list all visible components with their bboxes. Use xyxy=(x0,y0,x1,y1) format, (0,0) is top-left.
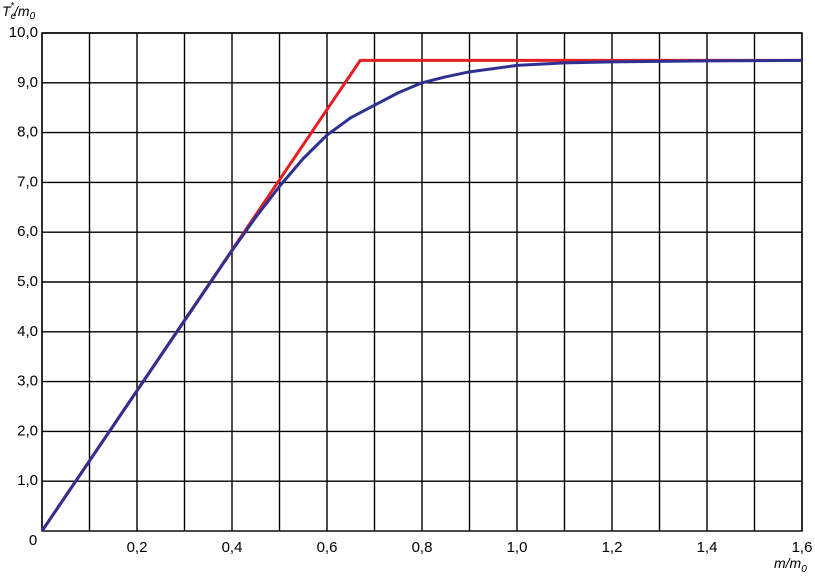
y-tick-label: 1,0 xyxy=(17,472,38,489)
y-tick-label: 5,0 xyxy=(17,273,38,290)
data-line xyxy=(40,58,803,532)
y-label-part: T xyxy=(2,3,12,19)
y-label-sub: e xyxy=(11,11,17,22)
x-tick-label: 0,8 xyxy=(412,539,433,556)
y-label-part: /m xyxy=(13,3,30,19)
y-tick-label: 4,0 xyxy=(17,323,38,340)
x-axis-label: m/m0 xyxy=(774,555,807,575)
y-tick-label: 7,0 xyxy=(17,173,38,190)
x-tick-label: 1,0 xyxy=(507,539,528,556)
y-axis-label: Te*/m0 xyxy=(2,1,36,22)
y-tick-label: 9,0 xyxy=(17,74,38,91)
y-tick-label: 3,0 xyxy=(17,373,38,390)
y-tick-label: 10,0 xyxy=(9,24,38,41)
x-tick-label: 1,6 xyxy=(792,539,813,556)
y-tick-label: 2,0 xyxy=(17,422,38,439)
x-tick-label: 0,6 xyxy=(317,539,338,556)
y-label-sub: 0 xyxy=(30,11,36,22)
x-tick-label: 0,2 xyxy=(127,539,148,556)
y-tick-label: 8,0 xyxy=(17,124,38,141)
x-label-sub: 0 xyxy=(801,564,807,575)
x-tick-label: 0,4 xyxy=(222,539,243,556)
y-label-sup: * xyxy=(10,1,15,12)
y-tick-label: 6,0 xyxy=(17,223,38,240)
x-label-part: m/m xyxy=(774,555,802,571)
x-tick-label: 1,2 xyxy=(602,539,623,556)
x-tick-label: 1,4 xyxy=(697,539,718,556)
x-tick-label: 0 xyxy=(29,532,37,549)
